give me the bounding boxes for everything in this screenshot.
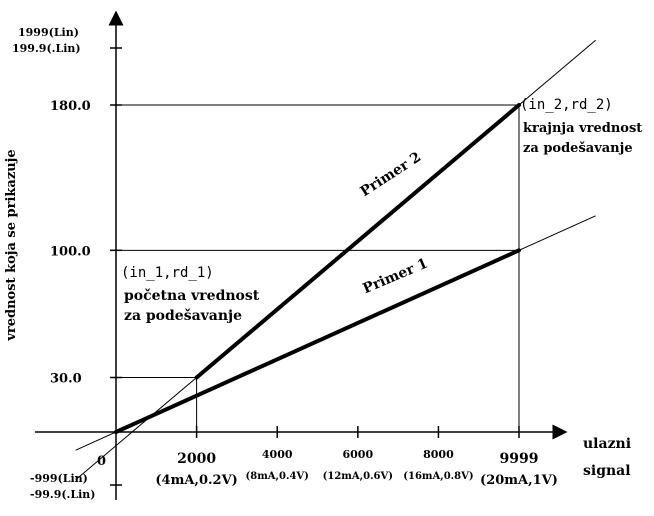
x-axis-label-line2: signal	[583, 463, 631, 479]
x-ticks: 2000 (4mA,0.2V) 4000 (8mA,0.4V) 6000 (12mA,0.…	[155, 426, 558, 488]
y-range-top-label-1: 1999(Lin)	[18, 26, 79, 39]
y-axis-label: vrednost koja se prikazuje	[4, 149, 19, 341]
y-range-bottom-label-1: -999(Lin)	[30, 472, 88, 485]
x-tick-sublabel: (8mA,0.4V)	[246, 471, 309, 482]
y-tick-label: 30.0	[50, 372, 82, 387]
end-point-text-1: krajnja vrednost	[523, 121, 642, 136]
x-tick-sublabel: (20mA,1V)	[480, 473, 558, 488]
characteristic-line	[114, 248, 521, 434]
start-point-text-2: za podešavanje	[124, 308, 242, 324]
y-range-bottom-label-2: -99.9(.Lin)	[30, 488, 96, 501]
y-ticks: 30.0 100.0 180.0	[50, 99, 122, 387]
x-tick-sublabel: (4mA,0.2V)	[155, 473, 237, 488]
x-origin-label: 0	[97, 454, 106, 469]
x-tick-sublabel: (12mA,0.6V)	[323, 471, 393, 482]
y-range-top-label-2: 199.9(.Lin)	[12, 42, 81, 55]
y-tick-label: 180.0	[50, 99, 91, 114]
end-point-text-2: za podešavanje	[523, 141, 633, 156]
x-tick-label: 6000	[343, 448, 374, 461]
line-label-primer-1: Primer 1	[361, 255, 431, 297]
x-tick-label: 2000	[177, 451, 216, 467]
x-tick-label: 4000	[262, 448, 293, 461]
start-point-text-1: početna vrednost	[124, 288, 260, 304]
x-tick-label: 9999	[500, 451, 539, 467]
end-point-code: (in_2,rd_2)	[520, 97, 613, 113]
start-point-code: (in_1,rd_1)	[121, 265, 214, 281]
x-tick-sublabel: (16mA,0.8V)	[403, 471, 473, 482]
reference-lines	[116, 104, 520, 432]
x-axis-label-line1: ulazni	[583, 436, 631, 452]
characteristic-line	[194, 103, 521, 380]
characteristic-lines	[114, 103, 521, 434]
y-tick-label: 100.0	[50, 244, 91, 259]
x-tick-label: 8000	[423, 448, 454, 461]
